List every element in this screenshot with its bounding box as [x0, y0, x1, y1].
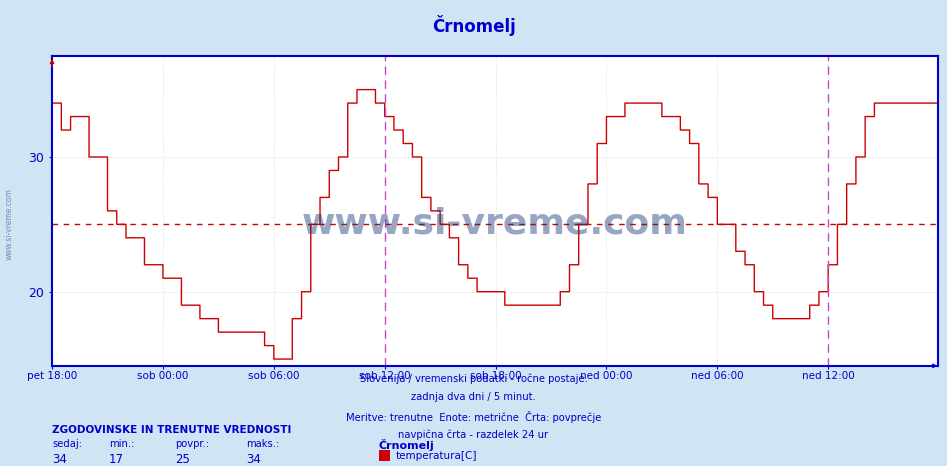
Text: Slovenija / vremenski podatki - ročne postaje.: Slovenija / vremenski podatki - ročne po…: [360, 374, 587, 384]
Text: www.si-vreme.com: www.si-vreme.com: [5, 188, 14, 260]
Text: temperatura[C]: temperatura[C]: [396, 451, 477, 461]
Text: povpr.:: povpr.:: [175, 439, 209, 449]
Text: 34: 34: [52, 453, 67, 466]
Text: ZGODOVINSKE IN TRENUTNE VREDNOSTI: ZGODOVINSKE IN TRENUTNE VREDNOSTI: [52, 425, 292, 435]
Text: navpična črta - razdelek 24 ur: navpična črta - razdelek 24 ur: [399, 430, 548, 440]
Text: Meritve: trenutne  Enote: metrične  Črta: povprečje: Meritve: trenutne Enote: metrične Črta: …: [346, 411, 601, 423]
Text: www.si-vreme.com: www.si-vreme.com: [302, 206, 688, 240]
Text: Črnomelj: Črnomelj: [379, 439, 435, 451]
Text: 25: 25: [175, 453, 190, 466]
Text: sedaj:: sedaj:: [52, 439, 82, 449]
Text: zadnja dva dni / 5 minut.: zadnja dva dni / 5 minut.: [411, 392, 536, 402]
Text: 17: 17: [109, 453, 124, 466]
Text: 34: 34: [246, 453, 261, 466]
Text: maks.:: maks.:: [246, 439, 279, 449]
Text: Črnomelj: Črnomelj: [432, 15, 515, 36]
Text: min.:: min.:: [109, 439, 134, 449]
